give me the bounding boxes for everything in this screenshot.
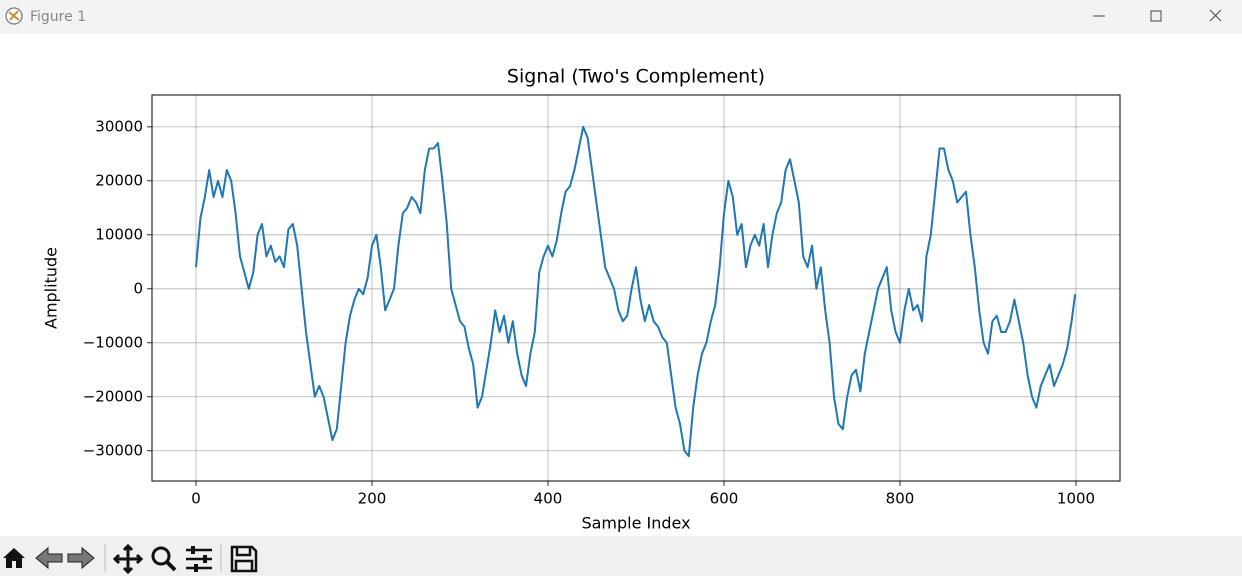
y-tick-label: −30000 xyxy=(83,441,143,459)
x-tick-label: 600 xyxy=(710,490,739,508)
x-tick-label: 800 xyxy=(886,490,915,508)
x-tick-label: 200 xyxy=(358,490,387,508)
toolbar xyxy=(0,536,1242,576)
figure xyxy=(0,34,1242,536)
close-button[interactable] xyxy=(1209,9,1222,22)
configure-button[interactable] xyxy=(186,548,212,570)
signal-line xyxy=(195,125,1077,458)
zoom-button[interactable] xyxy=(151,546,171,566)
y-tick-label: −10000 xyxy=(83,333,143,351)
back-button[interactable] xyxy=(35,546,63,570)
title-bar xyxy=(0,0,1242,34)
y-tick-label: 30000 xyxy=(95,117,143,135)
home-button[interactable] xyxy=(3,548,25,568)
app-icon-mark xyxy=(8,10,20,21)
pan-button[interactable] xyxy=(112,543,144,575)
configure-sliders xyxy=(191,546,207,572)
plot-frame xyxy=(151,94,1121,482)
x-tick-label: 400 xyxy=(534,490,563,508)
x-axis-label: Sample Index xyxy=(581,514,690,533)
y-axis-label: Amplitude xyxy=(42,247,61,329)
x-tick-label: 1000 xyxy=(1057,490,1095,508)
maximize-button[interactable] xyxy=(1150,10,1162,22)
save-button[interactable] xyxy=(230,545,258,573)
y-tick-label: 20000 xyxy=(95,171,143,189)
zoom-handle xyxy=(165,560,177,572)
forward-button[interactable] xyxy=(67,546,95,570)
window-title: Figure 1 xyxy=(30,9,86,25)
y-tick-label: −20000 xyxy=(83,387,143,405)
chart-title: Signal (Two's Complement) xyxy=(507,66,765,88)
y-tick-label: 0 xyxy=(133,279,143,297)
y-tick-label: 10000 xyxy=(95,225,143,243)
x-tick-label: 0 xyxy=(191,490,201,508)
